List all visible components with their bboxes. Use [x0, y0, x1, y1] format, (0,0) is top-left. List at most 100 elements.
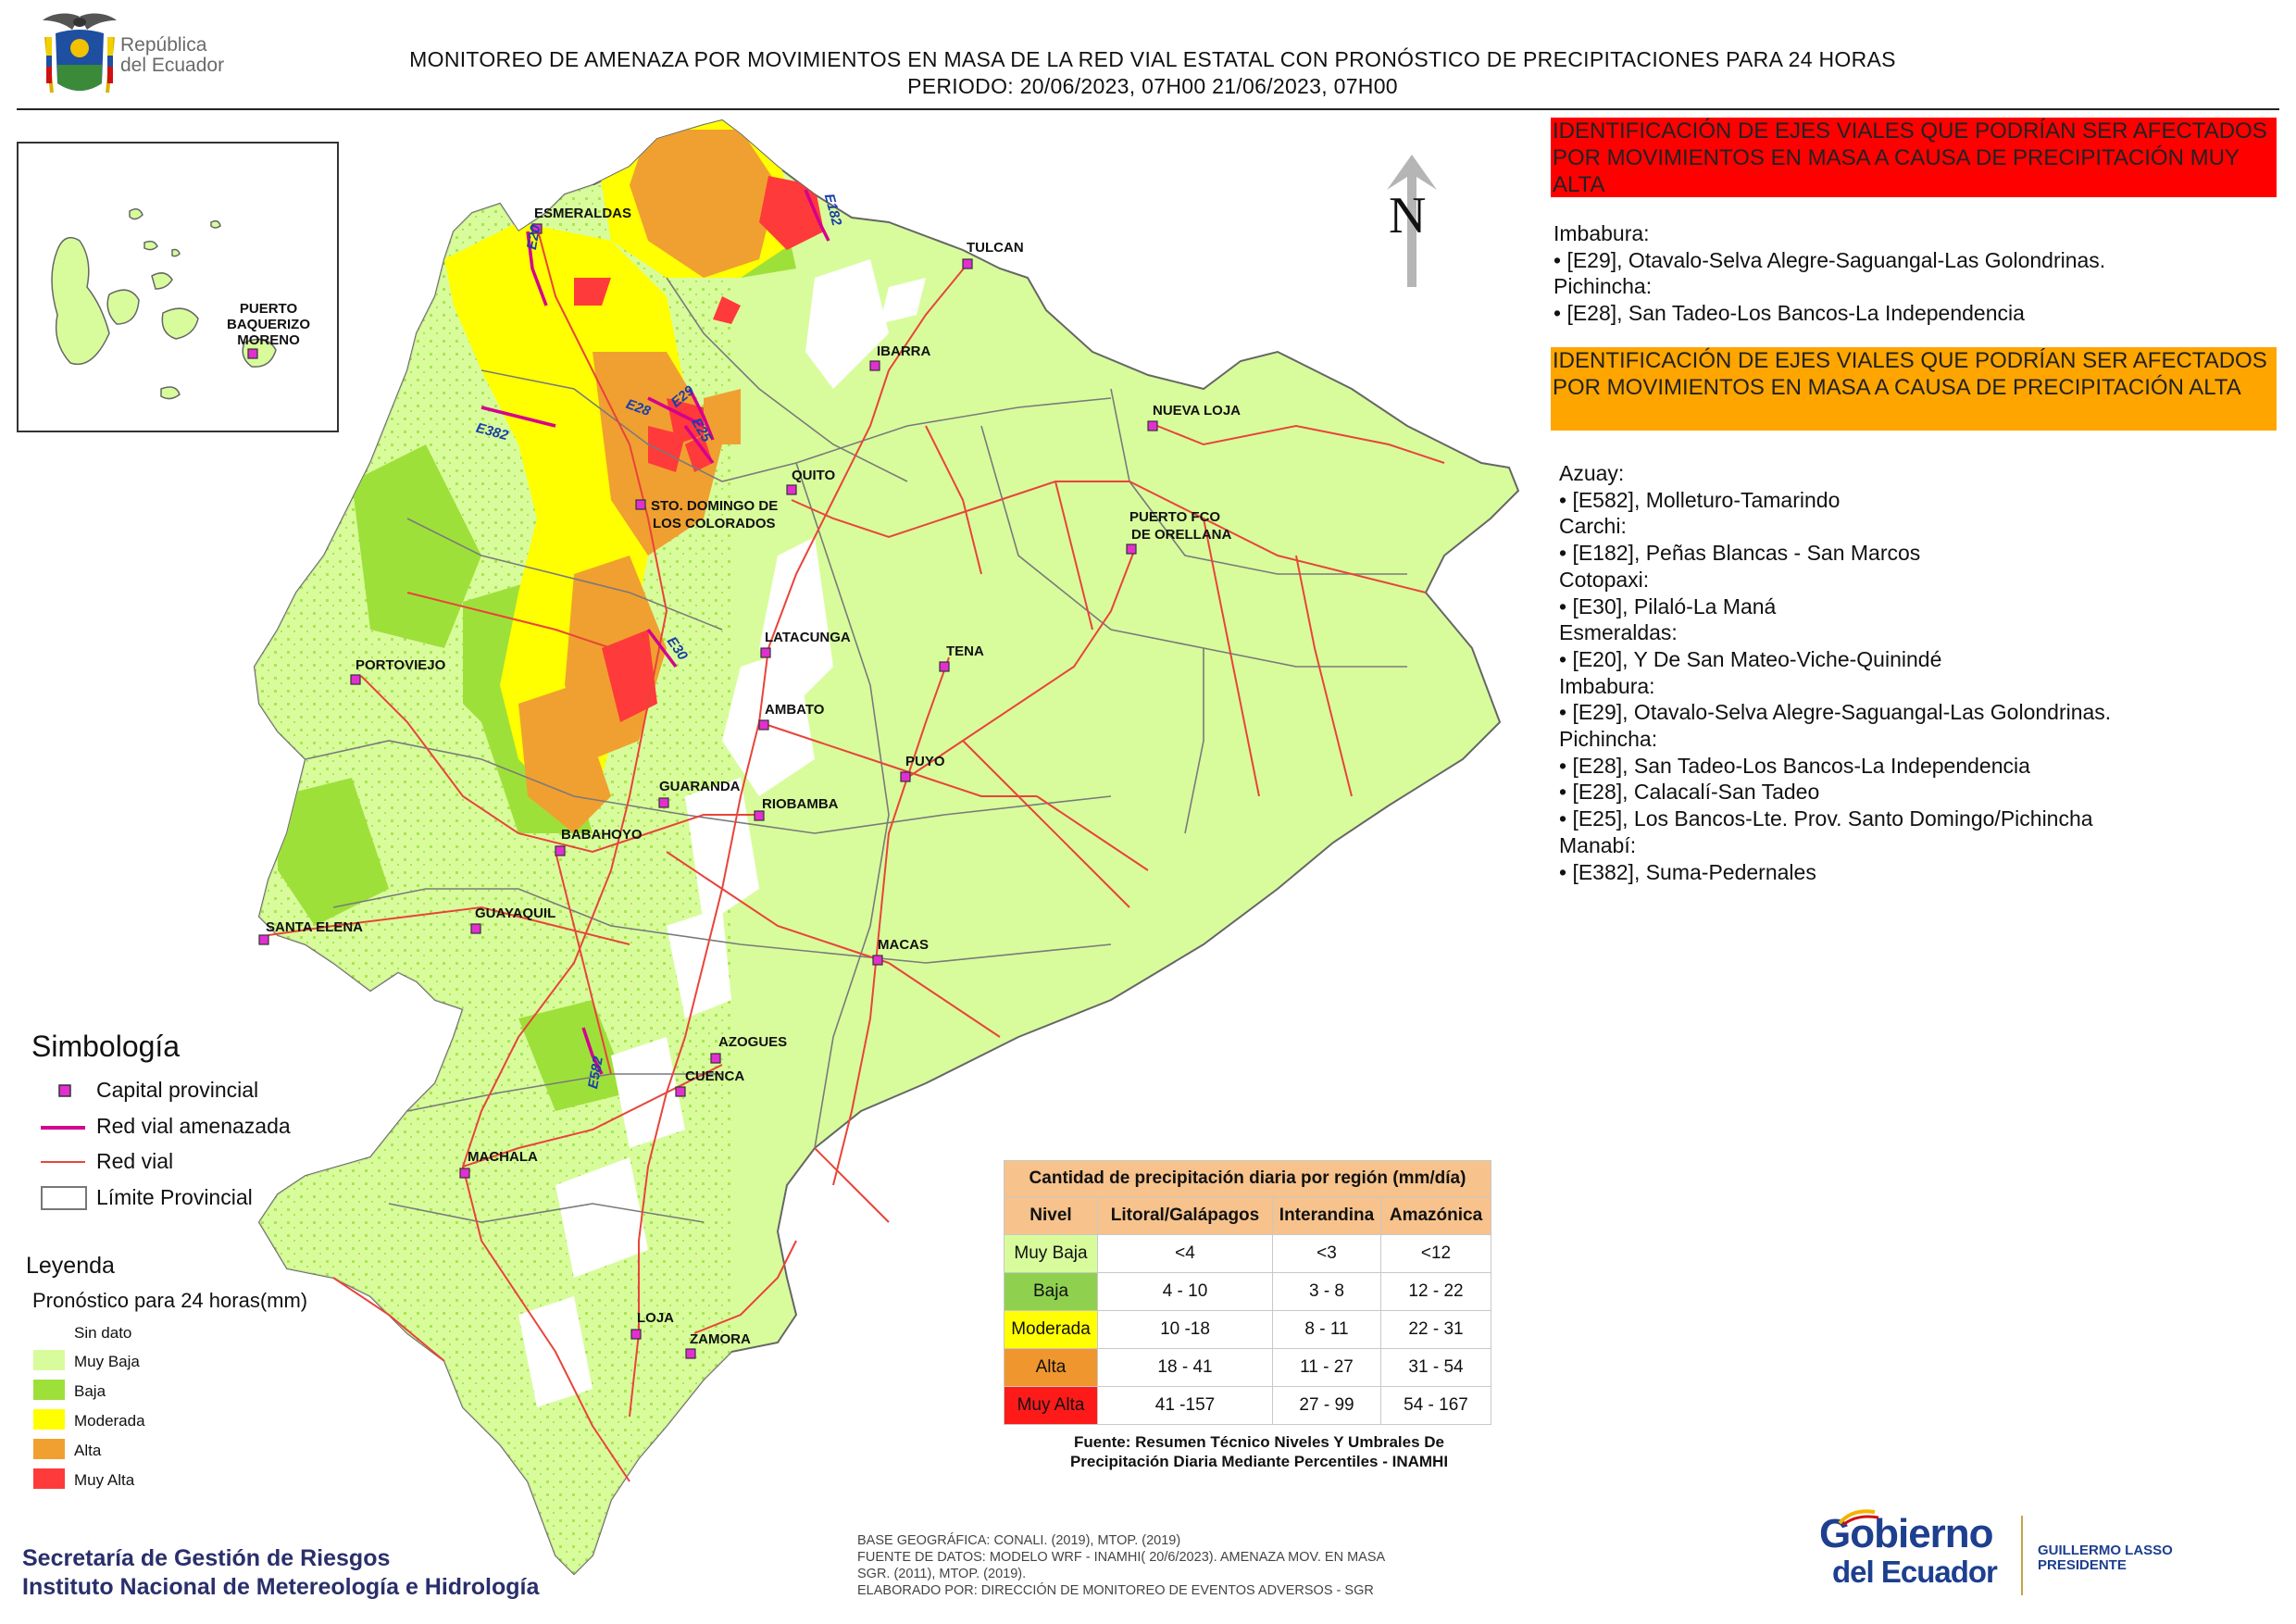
table-cell: 8 - 11 [1272, 1310, 1381, 1349]
city-label-tena: TENA [946, 643, 984, 659]
capital-marker-sto-domingo [635, 499, 646, 510]
org-line1: Secretaría de Gestión de Riesgos [22, 1545, 391, 1571]
list-item: Imbabura: [1554, 221, 1650, 245]
source-line: FUENTE DE DATOS: MODELO WRF - INAMHI( 20… [857, 1550, 1386, 1565]
table-cell: 12 - 22 [1380, 1272, 1491, 1311]
list-item: Manabí: [1559, 832, 1637, 857]
threatened-roads [480, 189, 830, 1075]
list-item: • [E29], Otavalo-Selva Alegre-Saguangal-… [1554, 247, 2106, 272]
very-high-panel-heading: IDENTIFICACIÓN DE EJES VIALES QUE PODRÍA… [1553, 119, 2267, 197]
capital-marker-riobamba [754, 810, 765, 821]
city-label-esmeraldas: ESMERALDAS [534, 206, 632, 221]
gobierno-logo: Gobierno del Ecuador GUILLERMO LASSO PRE… [1819, 1509, 2282, 1602]
legend-class-moderada: Moderada [74, 1412, 145, 1430]
table-header: Nivel [1004, 1196, 1098, 1235]
table-row: Moderada 10 -18 8 - 11 22 - 31 [1004, 1310, 1491, 1349]
list-item: • [E28], San Tadeo-Los Bancos-La Indepen… [1559, 753, 2030, 778]
table-level-cell: Muy Baja [1004, 1234, 1098, 1273]
city-label-santa-elena: SANTA ELENA [266, 919, 363, 935]
table-header: Litoral/Galápagos [1097, 1196, 1273, 1235]
capital-marker-portoviejo [350, 674, 361, 685]
table-level-cell: Alta [1004, 1348, 1098, 1387]
list-item: Pichincha: [1554, 274, 1653, 299]
legend-road-label: Red vial [96, 1149, 174, 1173]
list-item: • [E25], Los Bancos-Lte. Prov. Santo Dom… [1559, 806, 2093, 831]
capital-marker-orellana [1126, 543, 1137, 555]
city-label-loja: LOJA [637, 1310, 675, 1326]
table-cell: <3 [1272, 1234, 1381, 1273]
logo-text-line1: República [120, 34, 207, 56]
inset-city-line1: PUERTO [239, 301, 298, 317]
list-item: Pichincha: [1559, 727, 1658, 752]
president-name: GUILLERMO LASSO [2038, 1543, 2173, 1558]
gob-logo-line2: del Ecuador [1832, 1555, 1998, 1589]
capital-marker-guaranda [658, 797, 669, 808]
title-line1: MONITOREO DE AMENAZA POR MOVIMIENTOS EN … [409, 47, 1896, 71]
list-item: • [E20], Y De San Mateo-Viche-Quinindé [1559, 646, 1942, 671]
table-cell: 31 - 54 [1380, 1348, 1491, 1387]
threatened-road-line-icon [41, 1126, 85, 1130]
inset-city-line3: MORENO [237, 332, 300, 348]
capital-marker-esmeraldas [531, 223, 543, 234]
list-item: • [E28], Calacalí-San Tadeo [1559, 780, 1820, 805]
table-row: Muy Alta 41 -157 27 - 99 54 - 167 [1004, 1386, 1491, 1425]
table-cell: <4 [1097, 1234, 1273, 1273]
swatch-muy-alta [33, 1468, 65, 1489]
table-level-cell: Moderada [1004, 1310, 1098, 1349]
capital-marker-macas [872, 955, 883, 966]
capital-marker-loja [630, 1329, 642, 1340]
logo-text-line2: del Ecuador [120, 55, 225, 76]
table-cell: 22 - 31 [1380, 1310, 1491, 1349]
road-line-icon [41, 1161, 85, 1163]
leyenda-title: Leyenda [26, 1253, 115, 1279]
coat-of-arms-icon [43, 13, 117, 94]
city-label-portoviejo: PORTOVIEJO [356, 657, 446, 673]
legend-threatened-road-label: Red vial amenazada [96, 1114, 291, 1138]
capital-marker-ibarra [869, 360, 880, 371]
capital-marker-nueva-loja [1147, 420, 1158, 431]
inset-city-label: PUERTO BAQUERIZO MORENO [227, 301, 310, 348]
capital-marker-tulcan [962, 258, 973, 269]
table-source-line1: Fuente: Resumen Técnico Niveles Y Umbral… [1074, 1433, 1444, 1451]
provincial-boundary-icon [41, 1186, 87, 1210]
capital-marker-babahoyo [555, 845, 566, 856]
city-label-guaranda: GUARANDA [659, 779, 741, 794]
table-cell: <12 [1380, 1234, 1491, 1273]
table-cell: 18 - 41 [1097, 1348, 1273, 1387]
legend-capital-label: Capital provincial [96, 1078, 259, 1102]
very-high-panel-heading-box: IDENTIFICACIÓN DE EJES VIALES QUE PODRÍA… [1551, 118, 2277, 197]
list-item: • [E382], Suma-Pedernales [1559, 859, 1816, 884]
table-row: Alta 18 - 41 11 - 27 31 - 54 [1004, 1348, 1491, 1387]
city-label-guayaquil: GUAYAQUIL [475, 906, 556, 921]
galapagos-islands [51, 208, 277, 400]
legend-class-muy-baja: Muy Baja [74, 1353, 140, 1370]
table-cell: 27 - 99 [1272, 1386, 1381, 1425]
capital-marker-quito [786, 484, 797, 495]
list-item: Carchi: [1559, 514, 1627, 539]
north-label: N [1389, 187, 1427, 244]
table-source: Fuente: Resumen Técnico Niveles Y Umbral… [1009, 1432, 1509, 1471]
title-line2: PERIODO: 20/06/2023, 07H00 21/06/2023, 0… [907, 74, 1398, 98]
list-item: • [E182], Peñas Blancas - San Marcos [1559, 541, 1921, 566]
sources-block: BASE GEOGRÁFICA: CONALI. (2019), MTOP. (… [857, 1532, 1385, 1599]
swatch-alta [33, 1439, 65, 1459]
very-high-panel-list: Imbabura: • [E29], Otavalo-Selva Alegre-… [1554, 220, 2276, 327]
table-cell: 11 - 27 [1272, 1348, 1381, 1387]
city-label-cuenca: CUENCA [685, 1068, 745, 1084]
republica-logo-text: República del Ecuador [120, 35, 224, 76]
table-title: Cantidad de precipitación diaria por reg… [1004, 1160, 1491, 1197]
high-panel-heading: IDENTIFICACIÓN DE EJES VIALES QUE PODRÍA… [1553, 348, 2267, 400]
republica-logo [33, 9, 256, 102]
source-line: BASE GEOGRÁFICA: CONALI. (2019), MTOP. (… [857, 1533, 1181, 1548]
city-label-azogues: AZOGUES [718, 1034, 788, 1050]
precipitation-table: Cantidad de precipitación diaria por reg… [1004, 1160, 1491, 1425]
city-label-los-colorados: LOS COLORADOS [653, 516, 776, 531]
swatch-moderada [33, 1409, 65, 1430]
table-cell: 3 - 8 [1272, 1272, 1381, 1311]
high-panel-heading-box: IDENTIFICACIÓN DE EJES VIALES QUE PODRÍA… [1551, 347, 2277, 431]
swatch-muy-baja [33, 1350, 65, 1370]
table-cell: 41 -157 [1097, 1386, 1273, 1425]
pronostico-title: Pronóstico para 24 horas(mm) [32, 1289, 308, 1312]
legend-class-baja: Baja [74, 1382, 106, 1400]
city-label-quito: QUITO [792, 468, 836, 483]
